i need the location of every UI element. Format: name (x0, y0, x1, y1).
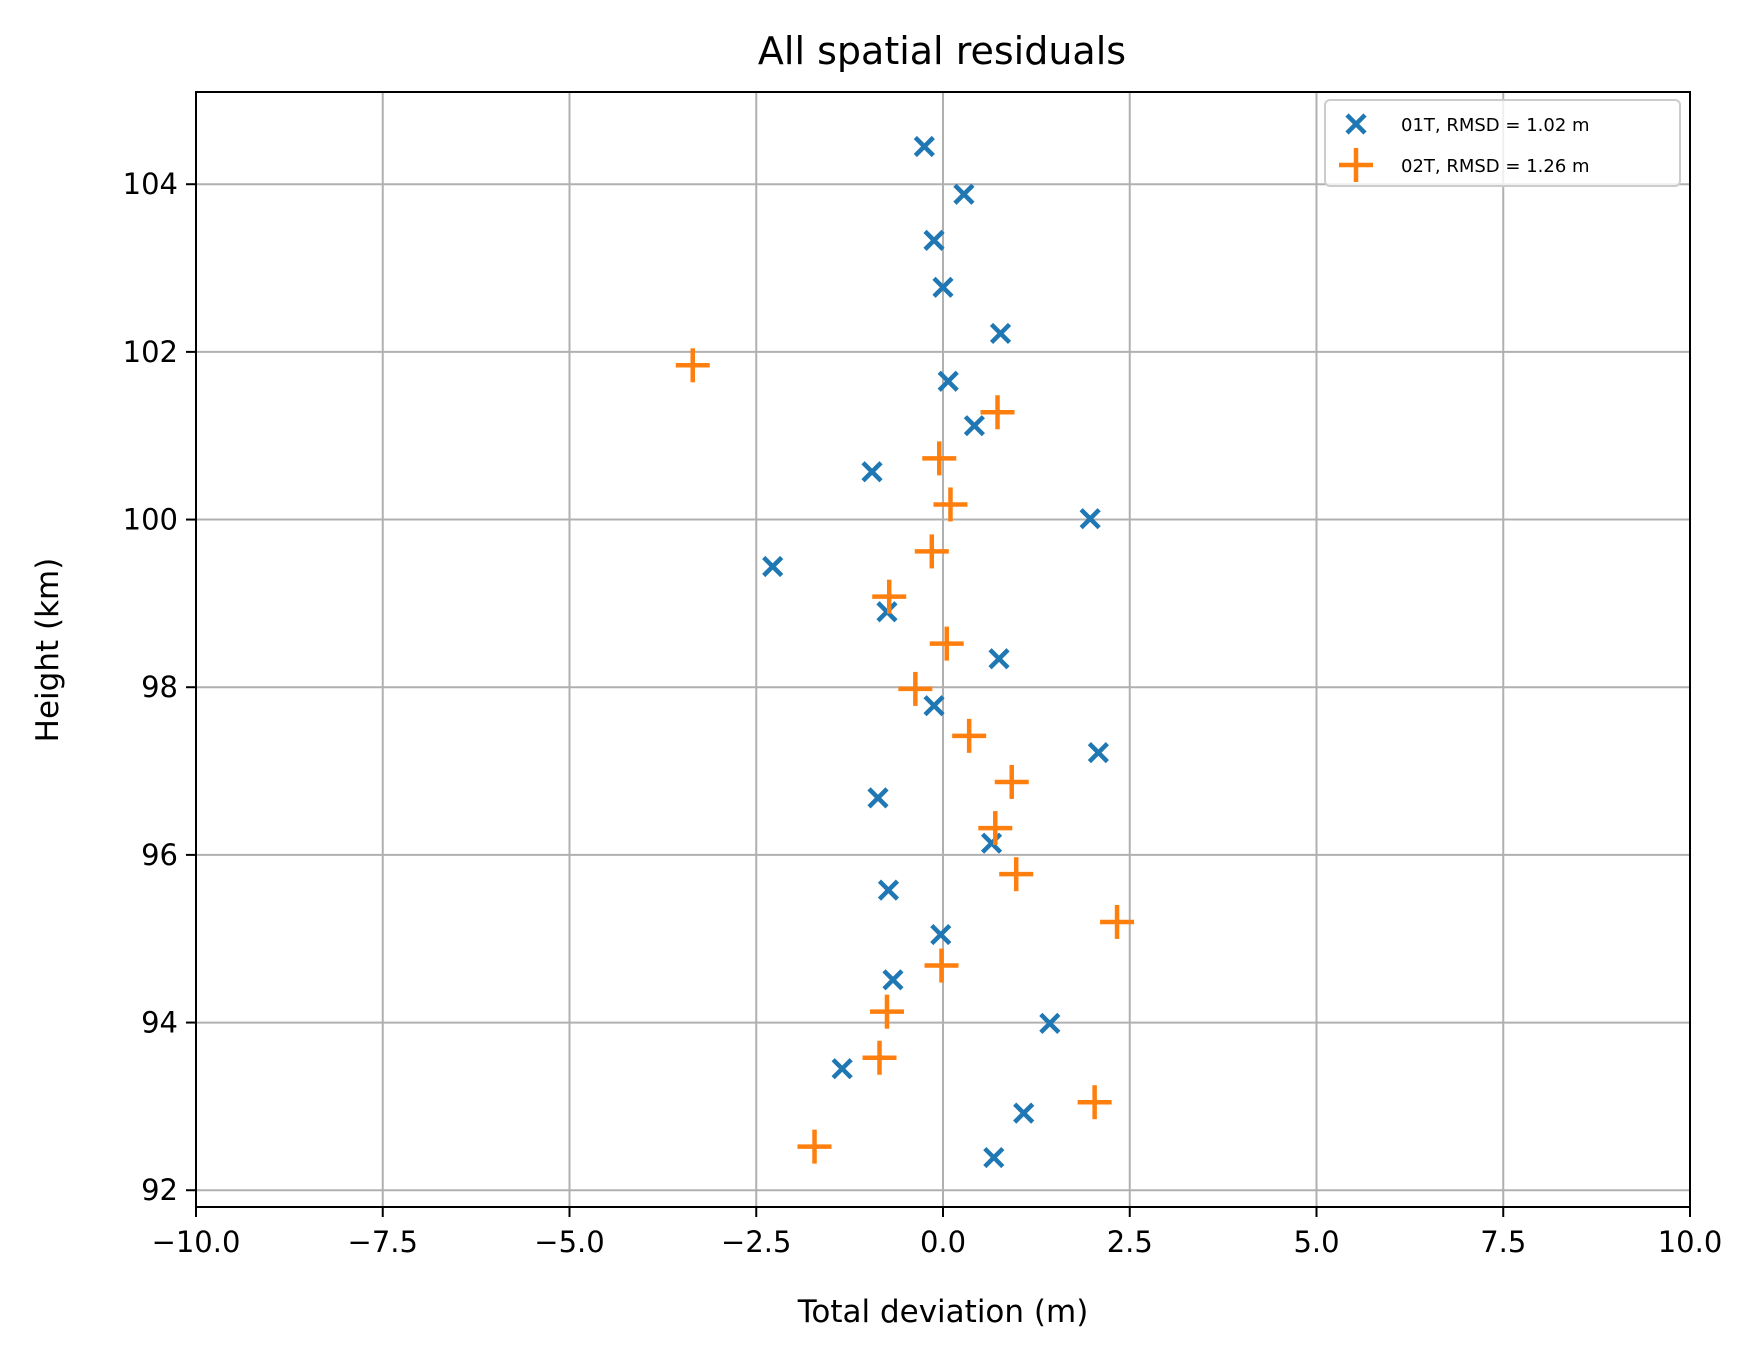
plot-frame (195, 91, 1691, 1208)
data-point-x (937, 370, 959, 392)
y-axis-label: Height (km) (30, 558, 66, 743)
x-tick-label: 10.0 (1658, 1225, 1723, 1259)
data-point-x (923, 229, 945, 251)
axis-ticks: −10.0 −7.5 −5.0 −2.5 0.0 2.5 5.0 7.5 10.0 92 94 96 9… (123, 167, 1723, 1259)
data-point-plus (994, 764, 1029, 799)
data-point-plus (862, 1040, 897, 1075)
data-point-x (831, 1058, 853, 1080)
x-axis-label: Total deviation (m) (797, 1294, 1089, 1330)
data-point-plus (980, 395, 1015, 430)
legend-label: 01T, RMSD = 1.02 m (1401, 115, 1590, 136)
data-point-plus (952, 718, 987, 753)
data-point-plus (797, 1129, 832, 1164)
data-point-x (1013, 1102, 1035, 1124)
data-point-x (861, 461, 883, 483)
y-tick-label: 94 (141, 1006, 178, 1040)
data-point-plus (924, 948, 959, 983)
legend-box (1324, 99, 1681, 187)
legend: 01T, RMSD = 1.02 m 02T, RMSD = 1.26 m (1324, 99, 1681, 187)
data-point-plus (978, 811, 1013, 846)
grid (195, 92, 1691, 1207)
chart-title: All spatial residuals (758, 29, 1126, 73)
x-tick-label: 7.5 (1480, 1225, 1526, 1259)
y-tick-label: 100 (123, 503, 178, 537)
data-point-x (930, 923, 952, 946)
data-point-plus (929, 626, 964, 661)
data-point-plus (1077, 1085, 1112, 1120)
data-point-x (913, 135, 935, 158)
data-point-x (1087, 742, 1109, 764)
data-point-plus (999, 857, 1034, 892)
data-point-x (877, 879, 900, 901)
data-point-plus (922, 441, 957, 476)
data-point-plus (675, 348, 710, 383)
legend-marker (1339, 148, 1373, 182)
data-point-x (1039, 1012, 1061, 1034)
data-point-plus (898, 671, 933, 706)
x-tick-label: −2.5 (721, 1225, 791, 1259)
y-tick-label: 92 (141, 1173, 178, 1207)
data-point-plus (869, 994, 904, 1029)
data-points (675, 135, 1135, 1169)
data-point-x (882, 969, 904, 991)
x-tick-label: 2.5 (1107, 1225, 1153, 1259)
data-point-x (980, 832, 1003, 854)
data-point-x (963, 415, 985, 437)
y-tick-label: 104 (123, 167, 178, 201)
data-point-plus (872, 579, 907, 614)
data-point-x (867, 787, 889, 809)
y-tick-label: 98 (141, 670, 178, 704)
data-point-x (923, 695, 945, 717)
data-point-x (953, 183, 975, 205)
y-tick-label: 96 (141, 838, 178, 872)
data-point-plus (914, 534, 949, 569)
data-point-plus (1100, 904, 1135, 939)
series-1 (762, 135, 1109, 1169)
series-2 (675, 348, 1135, 1164)
x-tick-label: 0.0 (920, 1225, 966, 1259)
data-point-x (762, 555, 784, 578)
x-tick-label: −5.0 (534, 1225, 604, 1259)
legend-label: 02T, RMSD = 1.26 m (1401, 156, 1590, 177)
data-point-x (1079, 508, 1101, 530)
data-point-x (988, 648, 1010, 670)
y-tick-label: 102 (123, 335, 178, 369)
data-point-plus (933, 487, 968, 522)
data-point-x (932, 276, 954, 298)
data-point-x (989, 322, 1012, 345)
x-tick-label: −10.0 (152, 1225, 241, 1259)
x-tick-label: −7.5 (348, 1225, 418, 1259)
legend-marker (1345, 113, 1367, 135)
x-tick-label: 5.0 (1293, 1225, 1339, 1259)
data-point-x (983, 1146, 1005, 1169)
